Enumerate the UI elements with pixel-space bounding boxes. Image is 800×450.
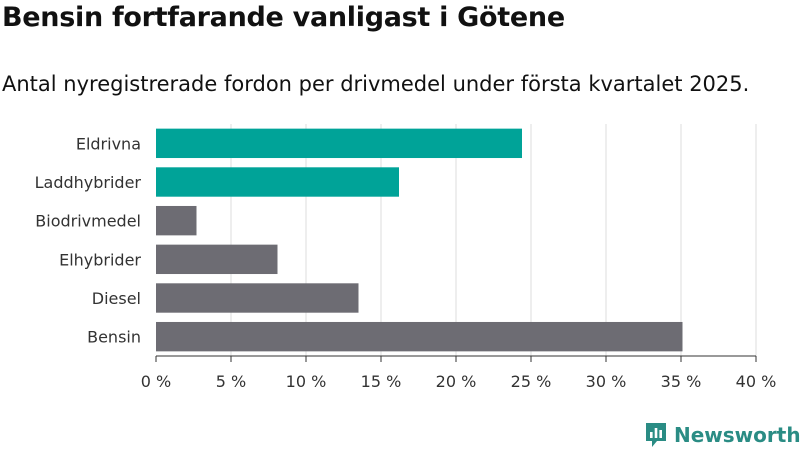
newsworthy-logo-icon (646, 423, 666, 447)
bar (156, 128, 522, 159)
brand-name: Newsworthy (674, 423, 800, 447)
x-tick-label: 20 % (436, 372, 477, 391)
bar (156, 283, 359, 313)
category-label: Diesel (92, 289, 141, 308)
x-tick-label: 0 % (141, 372, 171, 391)
category-label: Bensin (87, 328, 141, 347)
brand-logo: Newsworthy (644, 420, 800, 450)
category-label: Laddhybrider (35, 173, 142, 192)
x-tick-label: 15 % (361, 372, 402, 391)
bar (156, 205, 197, 236)
category-label: Elhybrider (59, 250, 141, 269)
chart-title: Bensin fortfarande vanligast i Götene (2, 2, 565, 33)
x-tick-label: 40 % (736, 372, 777, 391)
category-label: Eldrivna (76, 134, 141, 153)
category-label: Biodrivmedel (35, 212, 141, 231)
x-tick-label: 10 % (286, 372, 327, 391)
chart-subtitle: Antal nyregistrerade fordon per drivmede… (2, 72, 750, 96)
x-tick-label: 30 % (586, 372, 627, 391)
x-tick-label: 5 % (216, 372, 246, 391)
bar (156, 244, 278, 275)
x-tick-label: 35 % (661, 372, 702, 391)
bar (156, 321, 683, 352)
x-tick-label: 25 % (511, 372, 552, 391)
bar (156, 167, 399, 197)
